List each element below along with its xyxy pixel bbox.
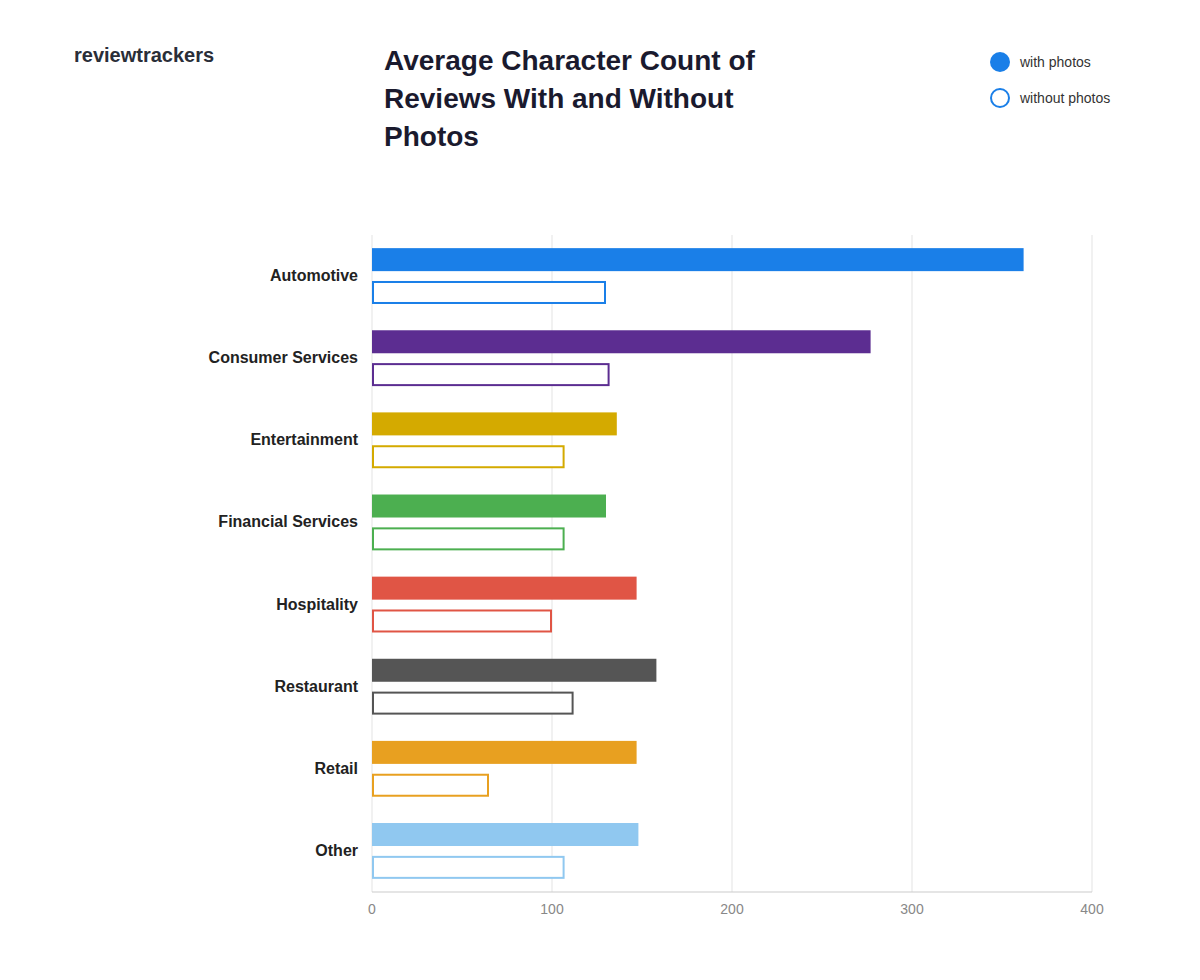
tick-label: 0 [368,901,376,917]
title-line: Photos [384,121,479,152]
legend-label: without photos [1019,90,1110,106]
category-label: Financial Services [218,513,358,530]
legend-label: with photos [1019,54,1091,70]
bar [373,446,564,467]
background [0,0,1200,980]
category-label: Other [315,842,358,859]
legend: with photos without photos [990,52,1110,107]
category-label: Automotive [270,267,358,284]
x-axis-line [372,891,1092,892]
bar [373,528,564,549]
category-label: Retail [314,760,358,777]
grid [372,235,1092,892]
bar [372,577,637,600]
bar [372,248,1024,271]
bar [373,775,488,796]
title-line: Average Character Count of [384,45,755,76]
category-label: Restaurant [274,678,358,695]
bars [372,248,1024,878]
grid-line [912,235,913,892]
bar [373,610,551,631]
legend-swatch [990,52,1010,72]
bar [372,659,656,682]
annotation: reviewtrackers [74,44,214,66]
tick-label: 300 [900,901,924,917]
bar [372,741,637,764]
tick-label: 400 [1080,901,1104,917]
category-label: Hospitality [276,596,358,613]
bar [372,495,606,518]
title: Average Character Count of Reviews With a… [384,45,755,152]
chart: 0 100 200 300 400 Automotive Consumer Services… [0,0,1200,980]
bar [373,282,605,303]
category-label: Entertainment [250,431,358,448]
bar [372,823,638,846]
tick-label: 200 [720,901,744,917]
category-label: Consumer Services [209,349,359,366]
legend-swatch [991,89,1009,107]
bar [373,693,573,714]
bar [373,857,564,878]
tick-label: 100 [540,901,564,917]
bar [373,364,609,385]
bar [372,412,617,435]
bar [372,330,871,353]
grid-line [1092,235,1093,892]
title-line: Reviews With and Without [384,83,734,114]
